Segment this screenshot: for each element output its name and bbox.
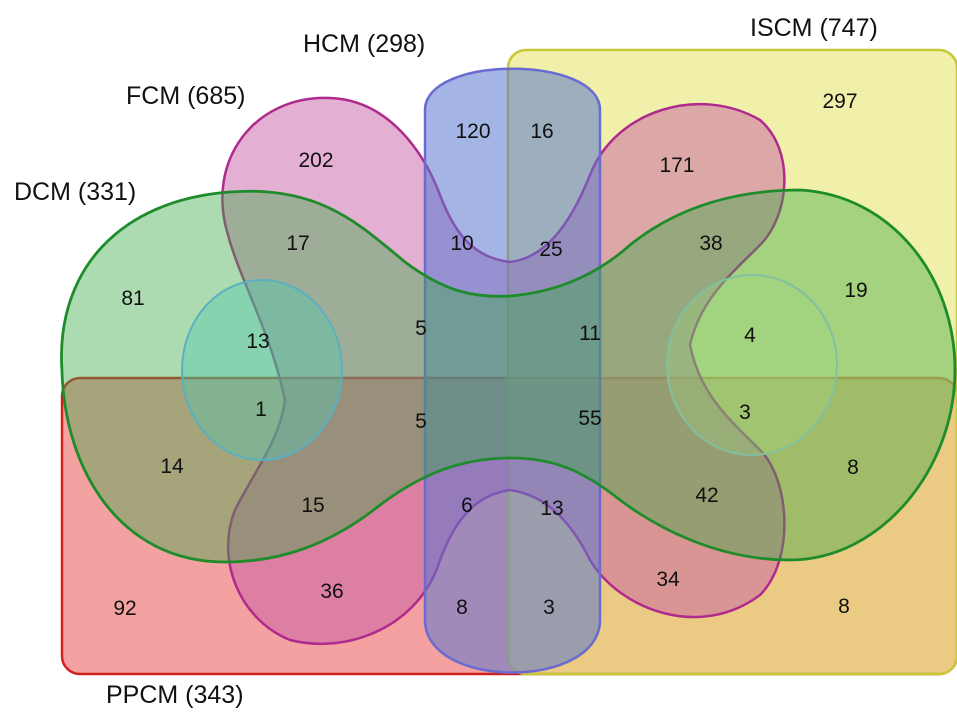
- hcm-set-region: [423, 67, 602, 674]
- count-hcm-fcm-center: 10: [450, 232, 473, 255]
- count-fcm-ppcm: 36: [320, 580, 343, 603]
- hcm-set-label: HCM (298): [303, 30, 425, 58]
- dcm-set-label: DCM (331): [14, 178, 136, 206]
- count-fcm-iscm: 171: [659, 154, 694, 177]
- count-left-inner-upper: 13: [246, 330, 269, 353]
- count-dcm-fcm-iscm: 38: [699, 232, 722, 255]
- count-dcm-ppcm: 14: [160, 455, 184, 478]
- count-center-upper-right: 11: [579, 322, 601, 345]
- count-hcm-ppcm: 8: [456, 596, 468, 619]
- fcm-set-label: FCM (685): [126, 82, 245, 110]
- count-fcm-only: 202: [298, 149, 333, 172]
- count-dcm-only: 81: [121, 287, 144, 310]
- count-dcm-fcm-iscm-ppcm: 42: [695, 484, 718, 507]
- count-center-lower-right: 55: [578, 407, 601, 430]
- count-ppcm-only: 92: [113, 597, 136, 620]
- count-iscm-only: 297: [822, 90, 857, 113]
- ppcm-set-label: PPCM (343): [106, 681, 244, 709]
- count-right-inner-lower: 3: [739, 401, 751, 424]
- count-iscm-ppcm: 8: [838, 595, 850, 618]
- count-center-lower-left: 5: [415, 410, 427, 433]
- count-hcm-ppcm-center: 6: [461, 494, 473, 517]
- count-hcm-only: 120: [455, 120, 490, 143]
- count-dcm-fcm: 17: [286, 232, 309, 255]
- count-dcm-iscm: 19: [844, 279, 867, 302]
- count-fcm-iscm-ppcm: 34: [656, 568, 680, 591]
- count-dcm-fcm-ppcm: 15: [301, 494, 324, 517]
- count-hcm-iscm-ppcm: 3: [543, 596, 555, 619]
- count-left-inner-lower: 1: [255, 398, 267, 421]
- count-hcm-iscm: 16: [530, 120, 553, 143]
- count-dcm-iscm-ppcm: 8: [847, 456, 859, 479]
- right-inner-circle: [666, 274, 838, 456]
- count-hcm-iscm-ppcm-center: 13: [540, 497, 563, 520]
- left-inner-circle: [181, 279, 343, 461]
- iscm-set-label: ISCM (747): [750, 14, 878, 42]
- count-center-upper-left: 5: [415, 317, 427, 340]
- count-hcm-iscm-center: 25: [539, 238, 562, 261]
- count-right-inner-upper: 4: [744, 324, 756, 347]
